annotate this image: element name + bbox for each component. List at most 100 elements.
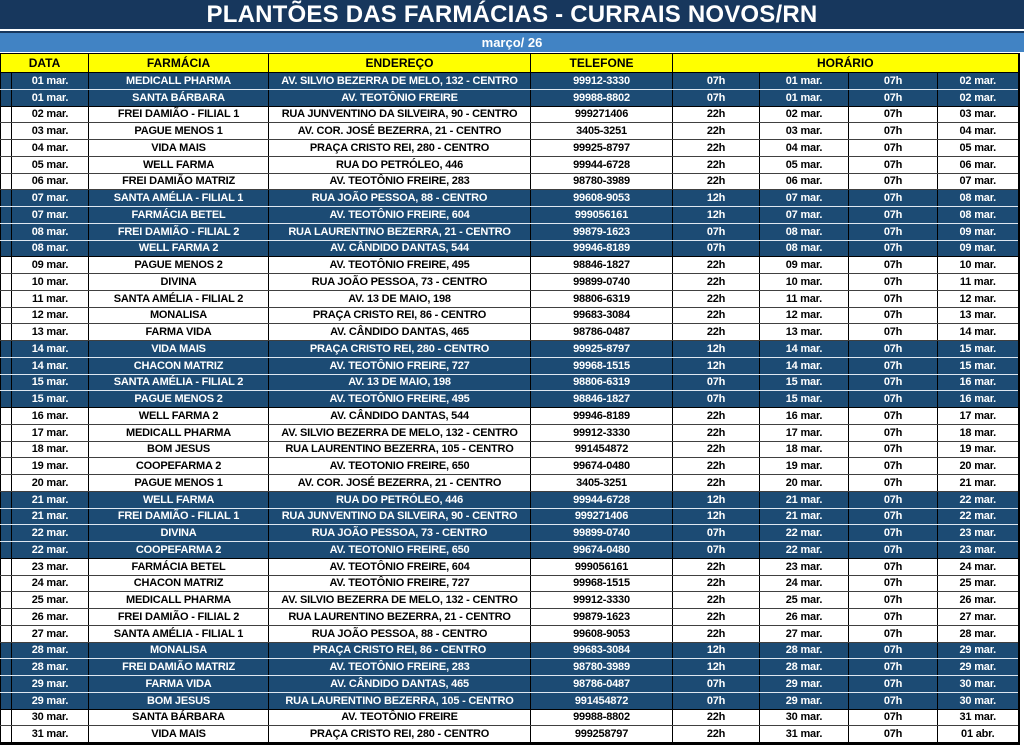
end-time-cell: 07h [848,558,939,576]
phone-cell: 99683-3084 [530,307,674,325]
address-cell: AV. TEOTÔNIO FREIRE, 495 [268,390,532,408]
phone-cell: 98786-0487 [530,323,674,341]
start-time-cell: 22h [672,122,761,140]
end-time-cell: 07h [848,524,939,542]
table-row: 03 mar. PAGUE MENOS 1 AV. COR. JOSÉ BEZE… [0,122,1020,140]
start-time-cell: 12h [672,357,761,375]
start-date-cell: 01 mar. [759,89,850,107]
date-cell: 09 mar. [10,256,90,274]
address-cell: PRAÇA CRISTO REI, 86 - CENTRO [268,642,532,660]
phone-cell: 98846-1827 [530,256,674,274]
table-row: 28 mar. MONALISA PRAÇA CRISTO REI, 86 - … [0,642,1020,660]
start-time-cell: 12h [672,508,761,526]
end-time-cell: 07h [848,658,939,676]
phone-cell: 98780-3989 [530,173,674,191]
row-gutter-cell [0,156,12,174]
address-cell: AV. COR. JOSÉ BEZERRA, 21 - CENTRO [268,474,532,492]
end-time-cell: 07h [848,290,939,308]
start-date-cell: 08 mar. [759,223,850,241]
end-time-cell: 07h [848,675,939,693]
date-cell: 25 mar. [10,591,90,609]
start-time-cell: 07h [672,692,761,710]
date-cell: 12 mar. [10,307,90,325]
address-cell: AV. TEOTÔNIO FREIRE, 283 [268,173,532,191]
address-cell: AV. SILVIO BEZERRA DE MELO, 132 - CENTRO [268,72,532,90]
pharmacy-cell: WELL FARMA [88,491,270,509]
address-cell: AV. 13 DE MAIO, 198 [268,290,532,308]
end-time-cell: 07h [848,206,939,224]
start-date-cell: 29 mar. [759,675,850,693]
date-cell: 30 mar. [10,709,90,727]
end-time-cell: 07h [848,240,939,258]
pharmacy-cell: MONALISA [88,307,270,325]
phone-cell: 98806-6319 [530,374,674,392]
end-date-cell: 13 mar. [937,307,1020,325]
end-date-cell: 15 mar. [937,340,1020,358]
start-date-cell: 28 mar. [759,658,850,676]
pharmacy-cell: SANTA AMÉLIA - FILIAL 1 [88,625,270,643]
phone-cell: 98846-1827 [530,390,674,408]
end-date-cell: 27 mar. [937,608,1020,626]
date-cell: 23 mar. [10,558,90,576]
date-cell: 05 mar. [10,156,90,174]
start-date-cell: 09 mar. [759,256,850,274]
phone-cell: 99912-3330 [530,72,674,90]
table-row: 05 mar. WELL FARMA RUA DO PETRÓLEO, 446 … [0,156,1020,174]
pharmacy-duty-table: DATA FARMÁCIA ENDEREÇO TELEFONE HORÁRIO … [0,53,1020,745]
address-cell: RUA JOÃO PESSOA, 88 - CENTRO [268,189,532,207]
start-date-cell: 27 mar. [759,625,850,643]
date-cell: 14 mar. [10,357,90,375]
end-date-cell: 25 mar. [937,575,1020,593]
end-date-cell: 29 mar. [937,658,1020,676]
row-gutter-cell [0,273,12,291]
end-time-cell: 07h [848,541,939,559]
row-gutter-cell [0,591,12,609]
end-time-cell: 07h [848,474,939,492]
start-time-cell: 22h [672,273,761,291]
end-date-cell: 11 mar. [937,273,1020,291]
phone-cell: 991454872 [530,441,674,459]
table-row: 16 mar. WELL FARMA 2 AV. CÂNDIDO DANTAS,… [0,407,1020,425]
table-row: 08 mar. WELL FARMA 2 AV. CÂNDIDO DANTAS,… [0,240,1020,258]
phone-cell: 999271406 [530,508,674,526]
start-date-cell: 08 mar. [759,240,850,258]
end-date-cell: 01 abr. [937,725,1020,744]
start-date-cell: 26 mar. [759,608,850,626]
start-time-cell: 22h [672,725,761,744]
date-cell: 15 mar. [10,374,90,392]
end-date-cell: 30 mar. [937,692,1020,710]
pharmacy-cell: VIDA MAIS [88,340,270,358]
start-time-cell: 22h [672,256,761,274]
start-time-cell: 12h [672,642,761,660]
table-row: 07 mar. FARMÁCIA BETEL AV. TEOTÔNIO FREI… [0,206,1020,224]
date-cell: 01 mar. [10,89,90,107]
pharmacy-cell: VIDA MAIS [88,139,270,157]
address-cell: AV. CÂNDIDO DANTAS, 465 [268,675,532,693]
table-row: 29 mar. FARMA VIDA AV. CÂNDIDO DANTAS, 4… [0,675,1020,693]
start-time-cell: 12h [672,189,761,207]
start-time-cell: 22h [672,591,761,609]
column-header-phone: TELEFONE [530,53,674,73]
pharmacy-cell: SANTA AMÉLIA - FILIAL 2 [88,290,270,308]
start-date-cell: 11 mar. [759,290,850,308]
date-cell: 13 mar. [10,323,90,341]
pharmacy-cell: SANTA AMÉLIA - FILIAL 2 [88,374,270,392]
phone-cell: 99946-8189 [530,240,674,258]
pharmacy-cell: WELL FARMA 2 [88,407,270,425]
address-cell: RUA LAURENTINO BEZERRA, 105 - CENTRO [268,441,532,459]
phone-cell: 3405-3251 [530,474,674,492]
start-time-cell: 22h [672,625,761,643]
phone-cell: 999056161 [530,206,674,224]
start-date-cell: 25 mar. [759,591,850,609]
end-time-cell: 07h [848,390,939,408]
end-date-cell: 08 mar. [937,189,1020,207]
row-gutter-cell [0,206,12,224]
pharmacy-cell: COOPEFARMA 2 [88,457,270,475]
address-cell: AV. SILVIO BEZERRA DE MELO, 132 - CENTRO [268,424,532,442]
column-header-pharmacy: FARMÁCIA [88,53,270,73]
phone-cell: 98786-0487 [530,675,674,693]
phone-cell: 99683-3084 [530,642,674,660]
start-date-cell: 02 mar. [759,106,850,124]
pharmacy-cell: MONALISA [88,642,270,660]
start-time-cell: 22h [672,558,761,576]
